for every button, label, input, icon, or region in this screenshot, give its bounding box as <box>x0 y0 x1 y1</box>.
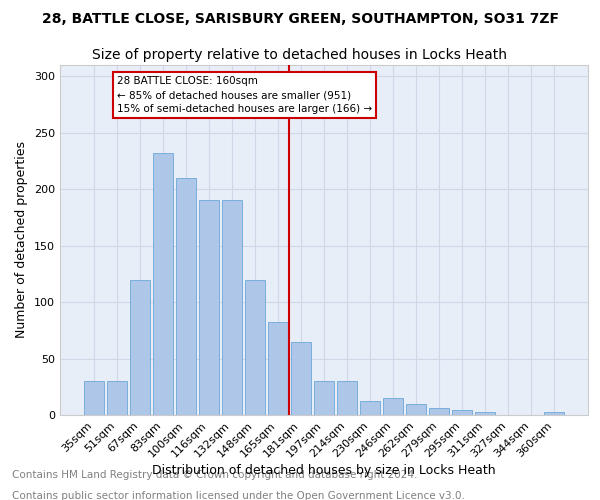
X-axis label: Distribution of detached houses by size in Locks Heath: Distribution of detached houses by size … <box>152 464 496 477</box>
Bar <box>291 342 311 415</box>
Text: 28, BATTLE CLOSE, SARISBURY GREEN, SOUTHAMPTON, SO31 7ZF: 28, BATTLE CLOSE, SARISBURY GREEN, SOUTH… <box>41 12 559 26</box>
Bar <box>84 381 104 415</box>
Bar <box>153 153 173 415</box>
Bar <box>222 200 242 415</box>
Text: Contains public sector information licensed under the Open Government Licence v3: Contains public sector information licen… <box>12 491 465 500</box>
Bar <box>130 280 149 415</box>
Text: Size of property relative to detached houses in Locks Heath: Size of property relative to detached ho… <box>92 48 508 62</box>
Text: Contains HM Land Registry data © Crown copyright and database right 2024.: Contains HM Land Registry data © Crown c… <box>12 470 418 480</box>
Y-axis label: Number of detached properties: Number of detached properties <box>16 142 28 338</box>
Bar <box>360 402 380 415</box>
Bar <box>452 410 472 415</box>
Bar <box>337 381 357 415</box>
Bar <box>544 412 564 415</box>
Bar <box>430 408 449 415</box>
Text: 28 BATTLE CLOSE: 160sqm
← 85% of detached houses are smaller (951)
15% of semi-d: 28 BATTLE CLOSE: 160sqm ← 85% of detache… <box>117 76 372 114</box>
Bar <box>475 412 495 415</box>
Bar <box>176 178 196 415</box>
Bar <box>107 381 127 415</box>
Bar <box>268 322 288 415</box>
Bar <box>383 398 403 415</box>
Bar <box>245 280 265 415</box>
Bar <box>406 404 426 415</box>
Bar <box>314 381 334 415</box>
Bar <box>199 200 218 415</box>
